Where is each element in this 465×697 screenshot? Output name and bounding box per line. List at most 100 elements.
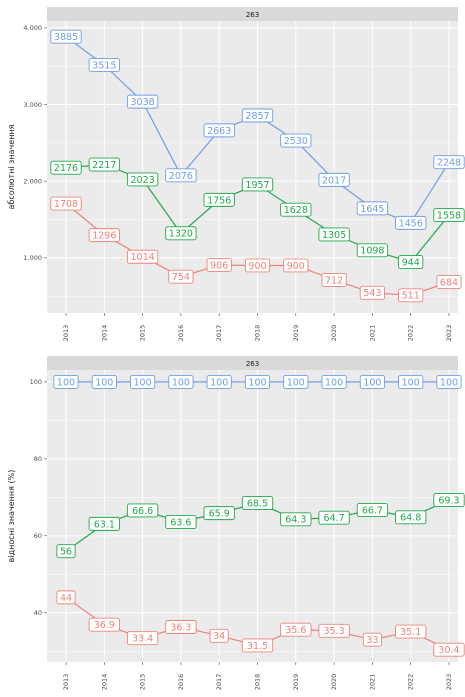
data-label: 100 — [91, 374, 117, 389]
x-tick-label: 2018 — [254, 674, 262, 691]
x-tick-label: 2022 — [407, 674, 415, 691]
data-label: 2023 — [126, 172, 159, 187]
data-label: 1014 — [126, 249, 159, 264]
data-label-box — [241, 177, 274, 192]
data-label-box — [280, 133, 312, 148]
data-label-text: 33 — [366, 635, 378, 646]
data-label: 68.5 — [241, 496, 274, 511]
data-label-text: 2248 — [437, 158, 461, 169]
data-label: 1645 — [356, 201, 389, 216]
data-label-box — [209, 628, 229, 643]
data-label: 66.6 — [126, 503, 159, 518]
data-label: 64.8 — [395, 510, 427, 525]
data-label-text: 754 — [172, 272, 190, 283]
data-label-box — [50, 29, 82, 44]
x-tick-label: 2017 — [215, 674, 223, 691]
y-tick-label: 1.000 — [23, 254, 42, 262]
data-label-text: 2530 — [284, 136, 308, 147]
x-tick-label: 2020 — [330, 674, 338, 691]
data-label: 2530 — [280, 133, 312, 148]
data-label-box — [241, 638, 274, 653]
data-label: 2663 — [203, 123, 235, 138]
data-label-box — [50, 160, 82, 175]
data-label-box — [318, 227, 350, 242]
y-tick-label: 2.000 — [23, 177, 42, 185]
data-label: 754 — [168, 269, 194, 284]
data-label: 56 — [56, 544, 76, 559]
data-label-box — [398, 374, 424, 389]
data-label: 1708 — [50, 196, 82, 211]
data-label-box — [126, 503, 159, 518]
x-tick-label: 2014 — [100, 674, 108, 691]
data-label-text: 1628 — [284, 205, 308, 216]
data-label: 3038 — [126, 94, 159, 109]
y-axis-title: абсолютні значення — [7, 124, 16, 209]
data-label-box — [362, 632, 382, 647]
data-label-box — [206, 374, 232, 389]
data-label: 35.3 — [318, 623, 350, 638]
data-label-text: 100 — [172, 377, 190, 388]
data-label-box — [56, 544, 76, 559]
data-label: 543 — [359, 285, 385, 300]
x-tick-label: 2014 — [100, 325, 108, 342]
data-label: 69.3 — [433, 493, 465, 507]
data-label-box — [50, 196, 82, 211]
data-label: 100 — [244, 374, 271, 389]
data-label-box — [88, 516, 120, 531]
x-tick-label: 2019 — [292, 325, 300, 342]
x-tick-label: 2019 — [292, 674, 300, 691]
facet-strip — [47, 7, 458, 21]
data-label-text: 100 — [440, 377, 458, 388]
data-label-text: 1098 — [360, 246, 384, 257]
data-label-box — [126, 172, 159, 187]
data-label-box — [283, 374, 309, 389]
data-label-box — [165, 620, 197, 634]
data-label: 1558 — [433, 208, 465, 223]
data-label-text: 2663 — [207, 126, 231, 137]
data-label: 1305 — [318, 227, 350, 242]
plot-panel — [47, 370, 458, 662]
y-tick-label: 3.000 — [23, 101, 42, 109]
relative-values-chart: 263 40 60 80 100 2013 2014 2015 2016 2017 2018 2019… — [7, 356, 465, 691]
data-label-text: 2076 — [169, 171, 193, 182]
y-axis-title: відносні значення (%) — [7, 470, 16, 563]
x-tick-label: 2020 — [330, 325, 338, 342]
data-label-text: 35.6 — [285, 625, 306, 636]
data-label: 36.9 — [88, 617, 120, 632]
data-label: 2857 — [241, 108, 274, 123]
data-label: 64.7 — [318, 510, 350, 525]
x-tick-label: 2013 — [62, 325, 70, 342]
data-label-box — [318, 510, 350, 525]
data-label-text: 64.7 — [324, 513, 345, 524]
data-label-text: 100 — [287, 377, 305, 388]
data-label: 64.3 — [280, 512, 312, 527]
data-label-box — [359, 374, 385, 389]
data-label-text: 3885 — [54, 32, 78, 43]
data-label-box — [126, 249, 159, 264]
data-label-box — [56, 590, 76, 605]
x-tick-label: 2023 — [445, 325, 453, 342]
data-label-box — [165, 515, 197, 529]
data-label-text: 44 — [60, 593, 72, 604]
data-label: 900 — [244, 258, 271, 273]
data-label-text: 2176 — [54, 163, 78, 174]
data-label: 34 — [209, 628, 229, 643]
data-label-box — [359, 285, 385, 300]
data-label: 100 — [283, 374, 309, 389]
data-label-text: 30.4 — [438, 645, 459, 656]
y-tick-label: 4.000 — [23, 24, 42, 32]
data-label-text: 100 — [134, 377, 152, 388]
x-tick-label: 2021 — [368, 325, 376, 342]
data-label: 684 — [436, 275, 462, 289]
data-label-box — [88, 58, 120, 73]
data-label-text: 64.8 — [400, 513, 421, 524]
facet-strip — [47, 356, 458, 370]
data-label: 2076 — [165, 168, 197, 183]
data-label-box — [168, 269, 194, 284]
data-label-box — [436, 275, 462, 289]
data-label-text: 100 — [210, 377, 228, 388]
data-label: 100 — [359, 374, 385, 389]
data-label-text: 35.3 — [324, 626, 345, 637]
data-label: 1957 — [241, 177, 274, 192]
